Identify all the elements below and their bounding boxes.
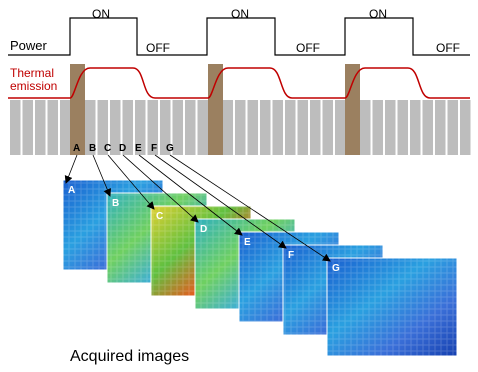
frame-label: G	[166, 143, 174, 154]
off-label: OFF	[146, 41, 170, 55]
frame-label: F	[151, 143, 157, 154]
caption: Acquired images	[70, 348, 189, 365]
frame-label: A	[73, 143, 80, 154]
frame-bar	[410, 100, 421, 155]
frame-bar	[360, 100, 371, 155]
frame-bar	[248, 100, 259, 155]
frame-bar	[460, 100, 471, 155]
on-bar	[345, 64, 360, 155]
frame-bar	[335, 100, 346, 155]
frame-bar	[423, 100, 434, 155]
frame-bar	[310, 100, 321, 155]
images: A B C D E F G	[63, 180, 457, 356]
frame-bar	[223, 100, 234, 155]
image-label: E	[244, 237, 251, 248]
image-label: B	[112, 198, 119, 209]
image-label: G	[332, 263, 340, 274]
frame-bar	[448, 100, 459, 155]
frame-bar	[323, 100, 334, 155]
frame-bar	[48, 100, 59, 155]
frame-bar	[385, 100, 396, 155]
frame-bar	[10, 100, 21, 155]
frame-bar	[285, 100, 296, 155]
off-label: OFF	[296, 41, 320, 55]
power-label: Power	[10, 38, 48, 53]
image-label: F	[288, 250, 294, 261]
on-bar	[208, 64, 223, 155]
thermal-label: Thermal	[10, 66, 54, 80]
frame-bar	[173, 100, 184, 155]
frame-bar	[35, 100, 46, 155]
image-label: A	[68, 185, 75, 196]
image-label: C	[156, 211, 163, 222]
on-bar	[70, 64, 85, 155]
frame-bar	[260, 100, 271, 155]
image-texture	[327, 258, 457, 356]
image-label: D	[200, 224, 207, 235]
frame-bar	[298, 100, 309, 155]
frame-label: B	[89, 143, 96, 154]
frame-bar	[435, 100, 446, 155]
diagram: Power ON ON ON OFF OFF OFF Thermal emiss…	[0, 0, 478, 367]
frame-bar	[273, 100, 284, 155]
off-label: OFF	[436, 41, 460, 55]
frame-bar	[398, 100, 409, 155]
on-label: ON	[92, 7, 110, 21]
frame-label: E	[135, 143, 142, 154]
frame-bar	[235, 100, 246, 155]
frame-bar	[373, 100, 384, 155]
frame-label: D	[119, 143, 126, 154]
thermal-label: emission	[10, 79, 57, 93]
frame-bar	[23, 100, 34, 155]
frame-bar	[198, 100, 209, 155]
arrow	[66, 155, 77, 183]
on-label: ON	[369, 7, 387, 21]
on-label: ON	[231, 7, 249, 21]
frame-bar	[185, 100, 196, 155]
frame-label: C	[104, 143, 111, 154]
frame-bar	[60, 100, 71, 155]
power-wave	[8, 18, 470, 55]
